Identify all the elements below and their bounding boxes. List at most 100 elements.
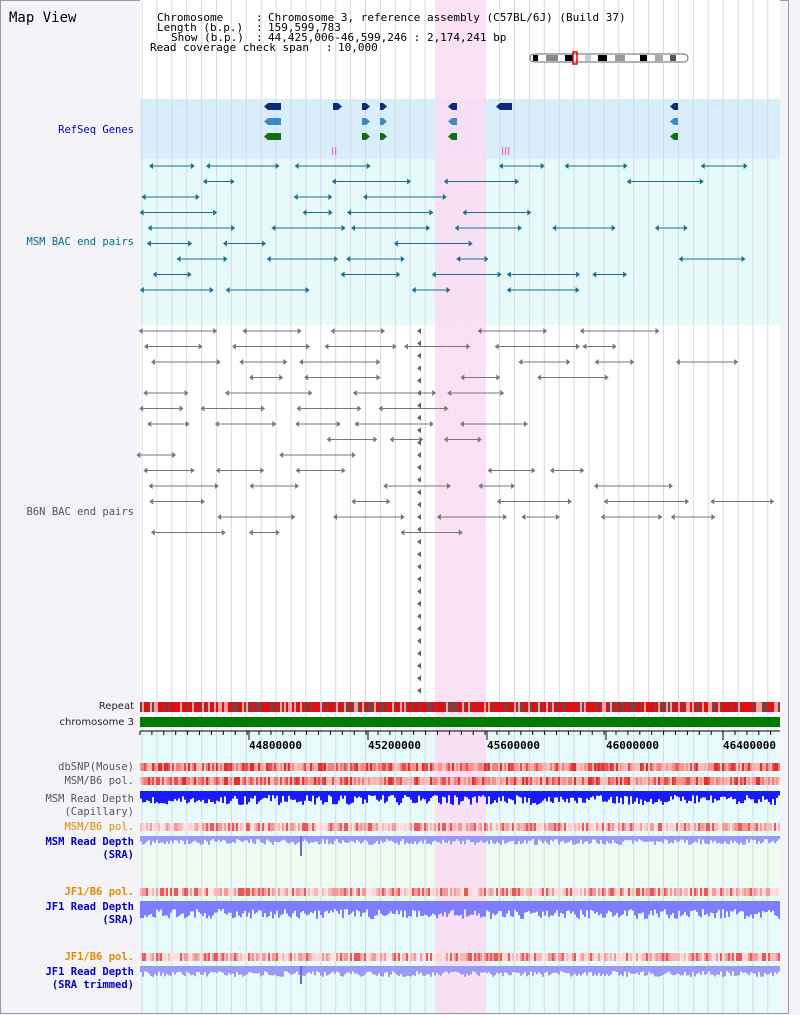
repeat-segment: [754, 702, 756, 712]
depth-bar: [458, 901, 460, 916]
track-label-msm-depth-sra-1[interactable]: MSM Read Depth: [45, 836, 134, 848]
depth-bar: [436, 966, 438, 973]
heat-cell: [738, 888, 740, 896]
repeat-segment: [606, 702, 608, 712]
track-label-jf1-b6-pol-1[interactable]: JF1/B6 pol.: [64, 886, 134, 898]
depth-bar: [758, 966, 760, 972]
depth-bar: [614, 966, 616, 972]
heat-cell: [218, 823, 220, 831]
heat-cell: [758, 777, 760, 785]
repeat-segment: [270, 702, 272, 712]
track-label-msm-b6-pol-2[interactable]: MSM/B6 pol.: [64, 821, 134, 833]
bac-end: [299, 359, 304, 365]
heat-cell: [502, 888, 504, 896]
depth-bar: [364, 966, 366, 975]
heat-cell: [382, 953, 384, 961]
track-label-b6n-bac[interactable]: B6N BAC end pairs: [26, 506, 134, 518]
bac-end: [224, 390, 229, 396]
heat-cell: [634, 953, 636, 961]
depth-bar: [162, 836, 164, 843]
heat-cell: [736, 888, 738, 896]
repeat-segment: [760, 702, 762, 712]
depth-bar: [256, 836, 258, 840]
depth-bar: [514, 901, 516, 910]
heat-cell: [308, 823, 310, 831]
repeat-segment: [752, 702, 754, 712]
depth-bar: [236, 901, 238, 912]
heat-cell: [512, 763, 514, 771]
heat-cell: [468, 888, 470, 896]
gene-block: [674, 103, 678, 110]
track-label-refseq[interactable]: RefSeq Genes: [58, 124, 134, 136]
heat-cell: [690, 823, 692, 831]
depth-bar: [412, 836, 414, 845]
depth-bar: [194, 966, 196, 977]
heat-cell: [692, 888, 694, 896]
heat-cell: [730, 953, 732, 961]
depth-bar: [482, 966, 484, 973]
heat-cell: [170, 763, 172, 771]
heat-cell: [588, 953, 590, 961]
depth-bar: [152, 836, 154, 842]
depth-bar: [170, 966, 172, 976]
heat-cell: [420, 777, 422, 785]
depth-bar: [192, 966, 194, 975]
depth-bar: [564, 836, 566, 844]
heat-cell: [494, 763, 496, 771]
heat-cell: [720, 888, 722, 896]
depth-bar: [704, 966, 706, 975]
depth-bar: [390, 836, 392, 841]
track-label-msm-depth-cap-1[interactable]: MSM Read Depth: [45, 793, 134, 805]
track-label-dbsnp[interactable]: dbSNP(Mouse): [58, 761, 134, 773]
depth-bar: [706, 966, 708, 974]
heat-cell: [622, 953, 624, 961]
depth-bar: [720, 791, 722, 797]
heat-cell: [356, 823, 358, 831]
depth-bar: [404, 901, 406, 911]
depth-bar: [380, 836, 382, 841]
depth-bar: [410, 791, 412, 800]
depth-bar: [474, 791, 476, 797]
depth-bar: [696, 836, 698, 843]
track-label-msm-bac[interactable]: MSM BAC end pairs: [26, 236, 134, 248]
heat-cell: [616, 823, 618, 831]
heat-cell: [704, 953, 706, 961]
depth-bar: [670, 966, 672, 974]
heat-cell: [312, 953, 314, 961]
heat-cell: [210, 763, 212, 771]
depth-bar: [696, 966, 698, 974]
heat-cell: [578, 777, 580, 785]
heat-cell: [374, 823, 376, 831]
heat-cell: [516, 763, 518, 771]
depth-bar: [628, 901, 630, 911]
depth-bar: [502, 966, 504, 977]
heat-cell: [716, 777, 718, 785]
depth-bar: [568, 791, 570, 803]
heat-cell: [148, 777, 150, 785]
bac-end: [295, 483, 300, 489]
depth-bar: [614, 901, 616, 916]
depth-bar: [626, 836, 628, 841]
depth-bar: [480, 901, 482, 918]
track-label-jf1-depth-sra-1[interactable]: JF1 Read Depth: [45, 901, 134, 913]
heat-cell: [204, 763, 206, 771]
depth-bar: [436, 791, 438, 796]
depth-bar: [148, 901, 150, 916]
depth-bar: [762, 836, 764, 843]
track-label-msm-b6-pol-1[interactable]: MSM/B6 pol.: [64, 775, 134, 787]
depth-bar: [538, 901, 540, 916]
track-label-jf1-b6-pol-2[interactable]: JF1/B6 pol.: [64, 951, 134, 963]
gene-block: [380, 118, 383, 125]
heat-cell: [698, 763, 700, 771]
show-label: Show (b.p.): [171, 31, 244, 44]
track-label-jf1-depth-trim-1[interactable]: JF1 Read Depth: [45, 966, 134, 978]
depth-bar: [608, 791, 610, 800]
bac-end: [261, 405, 266, 412]
depth-bar: [442, 966, 444, 974]
bac-end: [623, 271, 628, 278]
depth-bar: [168, 901, 170, 919]
bac-end: [594, 359, 599, 365]
depth-bar: [214, 966, 216, 973]
bac-end: [347, 209, 352, 216]
